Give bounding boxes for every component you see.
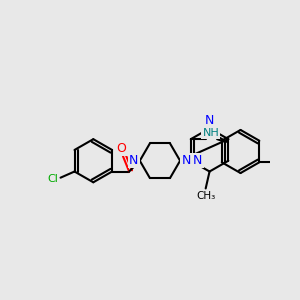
- Text: N: N: [129, 154, 138, 167]
- Text: N: N: [205, 114, 214, 127]
- Text: N: N: [182, 154, 191, 167]
- Text: N: N: [193, 154, 202, 167]
- Text: Cl: Cl: [47, 174, 58, 184]
- Text: NH: NH: [202, 128, 219, 138]
- Text: CH₃: CH₃: [196, 191, 215, 201]
- Text: O: O: [116, 142, 126, 155]
